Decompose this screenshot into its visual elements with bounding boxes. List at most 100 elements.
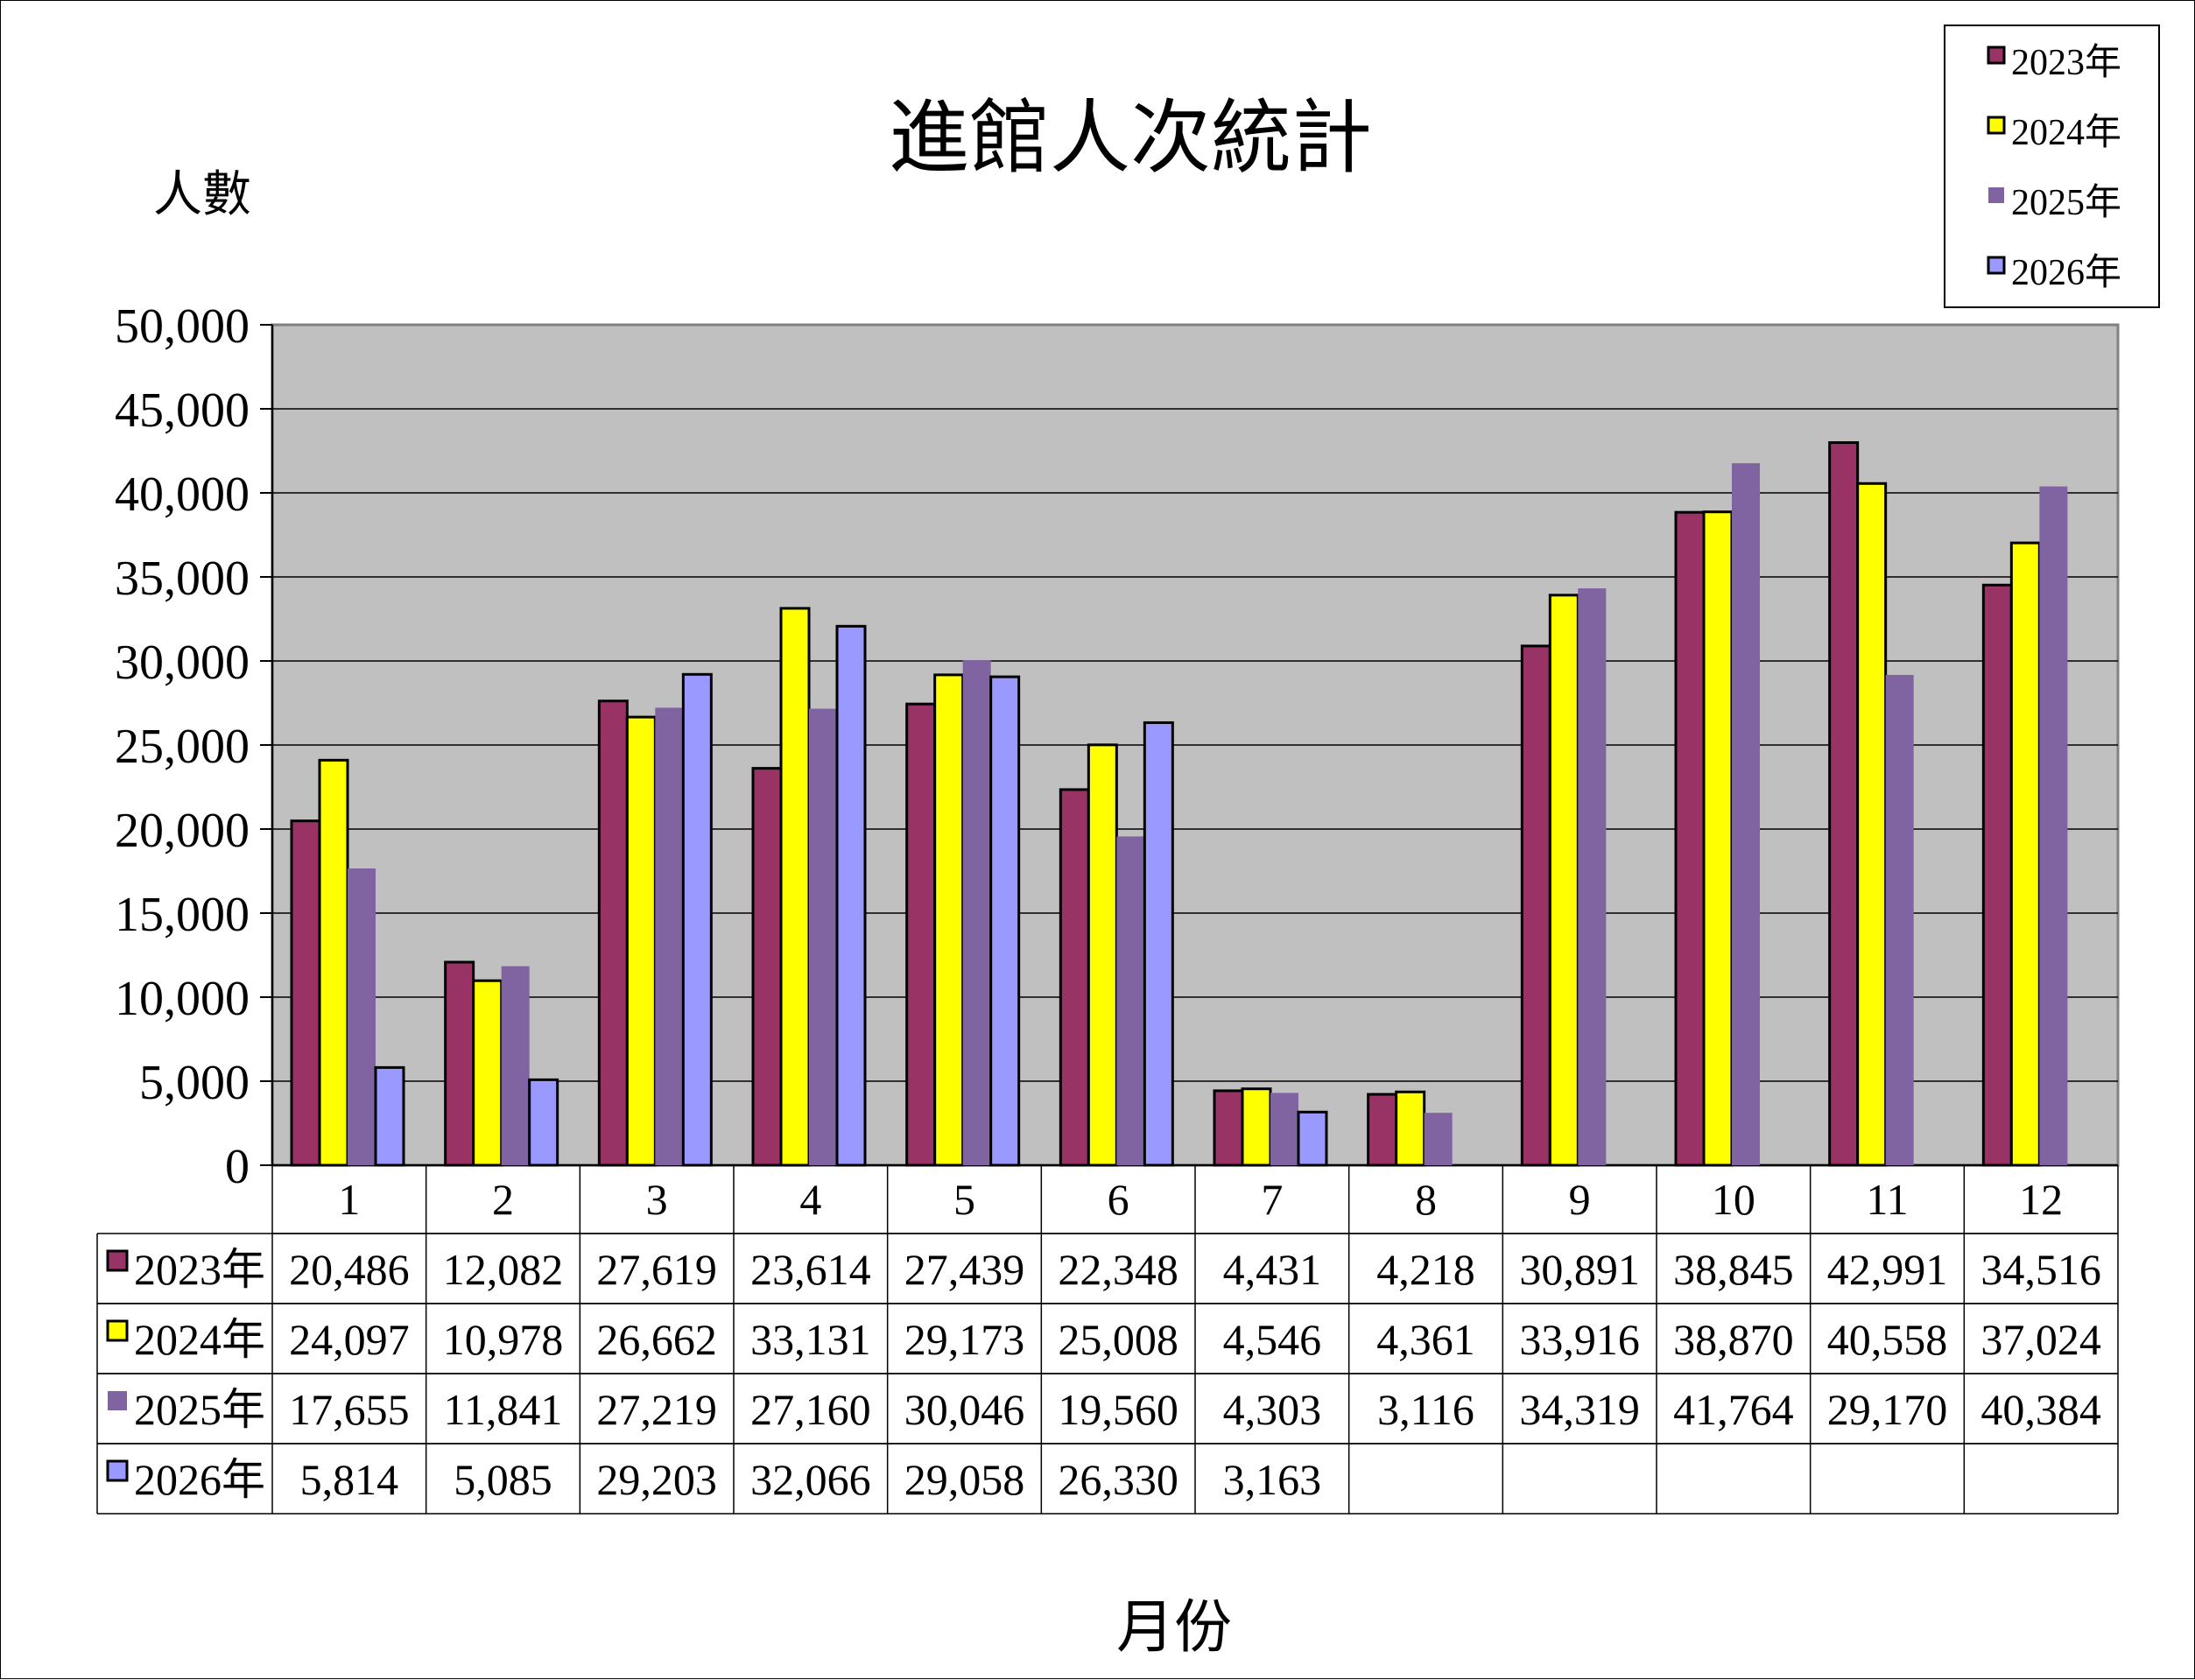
- table-cell: 29,170: [1827, 1385, 1948, 1434]
- bar-2024年-12: [2009, 541, 2041, 1167]
- bar-2023年-2: [444, 960, 475, 1167]
- bar-2024年-3: [625, 715, 657, 1167]
- bar-2026年-3: [681, 672, 713, 1167]
- x-tick-label: 3: [646, 1175, 668, 1224]
- bar-2025年-4: [809, 708, 837, 1165]
- y-axis-label: 人數: [153, 168, 251, 222]
- table-cell: 4,218: [1376, 1245, 1475, 1294]
- x-axis-label: 月份: [1116, 1596, 1232, 1660]
- table-cell: 4,546: [1223, 1315, 1322, 1364]
- x-tick-label: 2: [492, 1175, 514, 1224]
- table-cell: 33,916: [1519, 1315, 1640, 1364]
- table-cell: 4,361: [1376, 1315, 1475, 1364]
- bar-2026年-7: [1297, 1110, 1328, 1167]
- table-cell: 10,978: [443, 1315, 564, 1364]
- table-cell: 17,655: [289, 1385, 410, 1434]
- table-cell: 40,558: [1827, 1315, 1948, 1364]
- table-cell: 27,219: [596, 1385, 717, 1434]
- bar-2025年-11: [1885, 674, 1914, 1165]
- table-cell: 30,046: [904, 1385, 1025, 1434]
- y-tick-label: 45,000: [115, 383, 250, 438]
- table-cell: 26,662: [596, 1315, 717, 1364]
- table-cell: 33,131: [750, 1315, 871, 1364]
- y-tick-label: 0: [225, 1140, 250, 1194]
- table-cell: 29,173: [904, 1315, 1025, 1364]
- legend-key: [1987, 256, 2006, 275]
- legend-box: [1944, 25, 2160, 308]
- y-tick-label: 15,000: [115, 888, 250, 942]
- bar-2026年-4: [835, 624, 867, 1167]
- table-cell: 11,841: [444, 1385, 563, 1434]
- table-cell: 3,163: [1223, 1455, 1322, 1504]
- bar-2026年-1: [374, 1065, 405, 1167]
- bar-2025年-1: [348, 868, 376, 1165]
- table-cell: 27,619: [596, 1245, 717, 1294]
- y-tick-label: 10,000: [115, 972, 250, 1026]
- bar-2023年-11: [1828, 441, 1860, 1167]
- bar-2024年-5: [933, 673, 965, 1167]
- table-row-label: 2026年: [134, 1455, 265, 1504]
- bar-2025年-12: [2039, 486, 2068, 1165]
- table-cell: 24,097: [289, 1315, 410, 1364]
- legend-key: [1987, 116, 2006, 135]
- bar-2025年-2: [501, 966, 530, 1165]
- bar-2025年-8: [1424, 1113, 1453, 1165]
- table-cell: 27,439: [904, 1245, 1025, 1294]
- table-cell: 34,319: [1519, 1385, 1640, 1434]
- bar-2024年-1: [318, 758, 349, 1167]
- bar-2024年-6: [1087, 743, 1118, 1167]
- table-cell: 4,431: [1223, 1245, 1322, 1294]
- bar-2024年-7: [1241, 1087, 1272, 1167]
- bar-2025年-6: [1116, 836, 1145, 1165]
- table-row-label: 2023年: [134, 1245, 265, 1294]
- table-cell: 29,058: [904, 1455, 1025, 1504]
- table-cell: 4,303: [1223, 1385, 1322, 1434]
- table-cell: 19,560: [1058, 1385, 1178, 1434]
- table-cell: 5,814: [300, 1455, 399, 1504]
- x-tick-label: 4: [799, 1175, 821, 1224]
- table-cell: 26,330: [1058, 1455, 1178, 1504]
- bar-2024年-4: [779, 607, 811, 1167]
- x-tick-label: 1: [338, 1175, 360, 1224]
- x-tick-label: 5: [953, 1175, 975, 1224]
- bar-2023年-7: [1213, 1089, 1244, 1167]
- bar-2023年-9: [1520, 644, 1551, 1167]
- table-cell: 32,066: [750, 1455, 871, 1504]
- bar-2023年-1: [290, 819, 321, 1167]
- table-cell: 25,008: [1058, 1315, 1178, 1364]
- bar-2025年-5: [962, 660, 991, 1165]
- table-cell: 12,082: [443, 1245, 564, 1294]
- bar-2024年-8: [1395, 1090, 1426, 1167]
- bar-2023年-5: [905, 702, 937, 1167]
- bar-2024年-2: [472, 979, 503, 1167]
- legend-key: [1987, 46, 2006, 65]
- table-cell: 34,516: [1980, 1245, 2101, 1294]
- x-tick-label: 10: [1712, 1175, 1755, 1224]
- bar-2023年-3: [597, 699, 629, 1167]
- bar-2023年-12: [1981, 583, 2013, 1167]
- legend-label: 2025年: [2011, 182, 2121, 223]
- y-tick-label: 50,000: [115, 299, 250, 354]
- bar-2025年-10: [1732, 463, 1760, 1165]
- y-tick-label: 30,000: [115, 636, 250, 690]
- table-cell: 29,203: [596, 1455, 717, 1504]
- table-cell: 5,085: [454, 1455, 552, 1504]
- x-tick-label: 9: [1569, 1175, 1591, 1224]
- table-legend-key: [106, 1249, 129, 1272]
- y-tick-label: 5,000: [139, 1056, 250, 1110]
- x-tick-label: 7: [1261, 1175, 1283, 1224]
- y-tick-label: 20,000: [115, 804, 250, 858]
- table-cell: 20,486: [289, 1245, 410, 1294]
- table-cell: 41,764: [1673, 1385, 1794, 1434]
- table-cell: 30,891: [1519, 1245, 1640, 1294]
- bar-2024年-10: [1702, 510, 1734, 1167]
- table-cell: 23,614: [750, 1245, 871, 1294]
- table-row-label: 2024年: [134, 1315, 265, 1364]
- bar-2025年-9: [1578, 588, 1607, 1165]
- bar-2026年-6: [1143, 721, 1174, 1167]
- legend-label: 2023年: [2011, 42, 2121, 83]
- bar-2023年-8: [1367, 1093, 1398, 1167]
- table-row-label: 2025年: [134, 1385, 265, 1434]
